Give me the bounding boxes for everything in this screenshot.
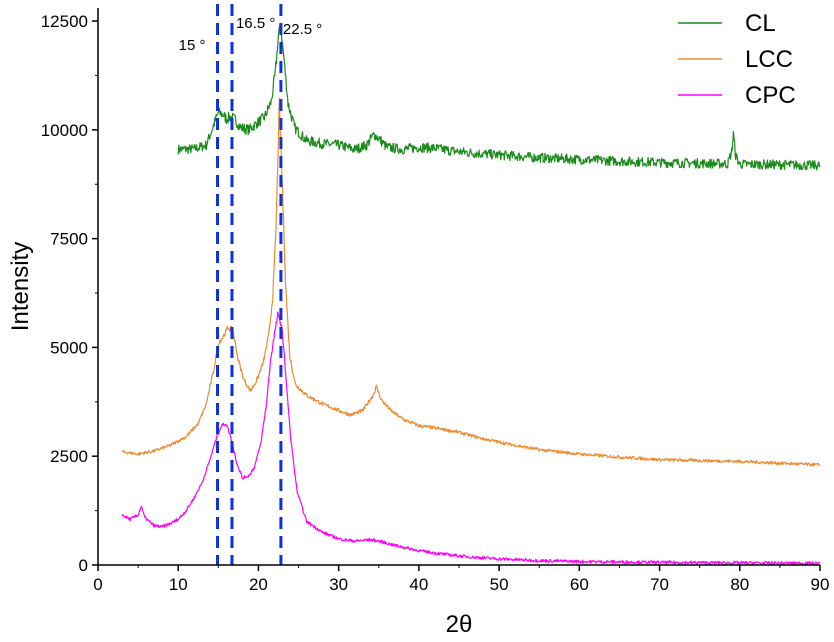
y-axis-title: Intensity [7,242,34,331]
peak-annotations: 15 ° 16.5 ° 22.5 ° [179,15,323,54]
series-line-cpc [121,311,821,566]
peak-label: 22.5 ° [283,21,322,38]
axes [97,8,820,566]
y-tick-label: 12500 [41,12,88,31]
legend-label: LCC [745,46,793,73]
x-tick-label: 80 [730,575,749,594]
y-tick-label: 0 [79,556,88,575]
x-tick-label: 30 [329,575,348,594]
x-tick-label: 70 [650,575,669,594]
x-axis-title: 2θ [446,611,473,638]
series-layer [121,24,821,566]
series-line-lcc [121,97,820,467]
y-tick-label: 7500 [50,230,88,249]
legend-label: CPC [745,82,796,109]
x-tick-label: 10 [169,575,188,594]
y-tick-label: 10000 [41,121,88,140]
peak-label: 15 ° [179,37,206,54]
x-tick-label: 50 [490,575,509,594]
y-tick-label: 2500 [50,447,88,466]
x-tick-label: 60 [570,575,589,594]
ticks: 0 10 20 30 40 50 60 70 80 90 0 2500 5000 7500 10000 125… [41,12,830,594]
y-tick-label: 5000 [50,338,88,357]
x-tick-label: 0 [93,575,102,594]
x-tick-label: 20 [249,575,268,594]
peak-label: 16.5 ° [236,15,275,32]
reference-lines [216,4,283,565]
legend-label: CL [745,10,776,37]
x-tick-label: 90 [811,575,830,594]
series-line-cl [177,24,821,171]
legend: CL LCC CPC [678,10,796,109]
x-tick-label: 40 [409,575,428,594]
